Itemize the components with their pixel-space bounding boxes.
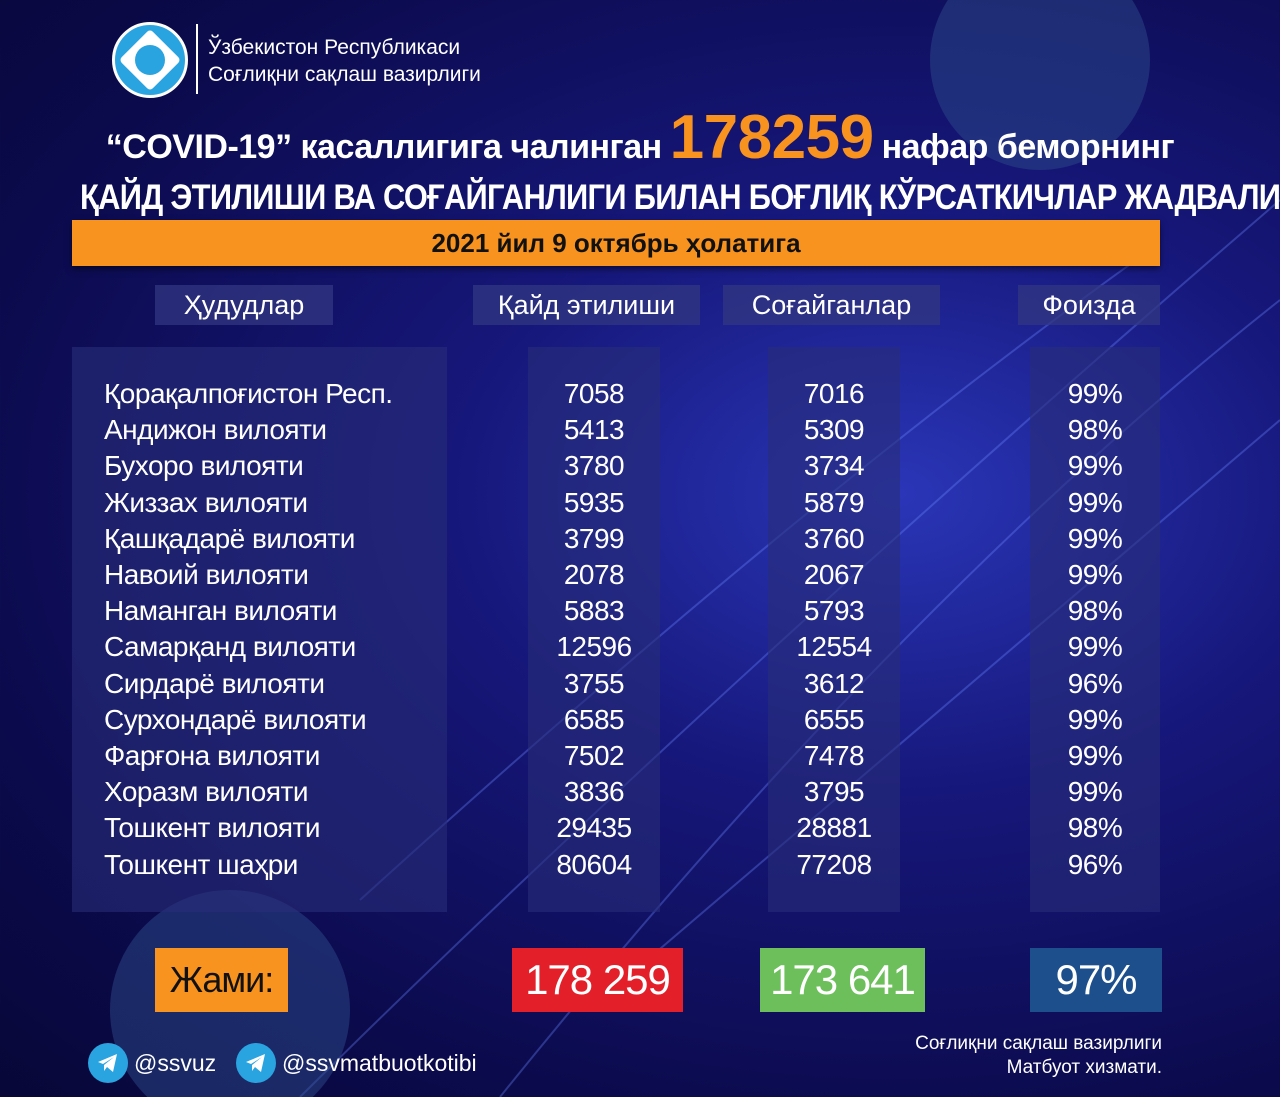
- cell-percent: 96%: [1067, 848, 1123, 880]
- cell-recovered: 12554: [796, 631, 872, 663]
- total-cases: 178259: [669, 103, 874, 172]
- cell-recovered: 7016: [803, 378, 865, 409]
- cell-recovered: 6555: [803, 703, 865, 735]
- telegram-icon: [88, 1043, 128, 1083]
- cell-region: Сурхондарё вилояти: [104, 703, 367, 735]
- ministry-line2: Соғлиқни сақлаш вазирлиги: [208, 63, 481, 86]
- cell-percent: 99%: [1067, 450, 1123, 482]
- column-header-registered: Қайд этилиши: [473, 285, 700, 325]
- cell-registered: 80604: [556, 848, 632, 880]
- cell-region: Бухоро вилояти: [104, 450, 304, 482]
- cell-recovered: 5793: [803, 595, 865, 627]
- cell-recovered: 5309: [803, 414, 865, 446]
- cell-percent: 96%: [1067, 667, 1123, 699]
- divider: [196, 24, 198, 94]
- cell-region: Фарғона вилояти: [104, 740, 320, 771]
- social-handle: @ssvuz: [134, 1049, 217, 1076]
- cell-registered: 2078: [563, 559, 625, 590]
- cell-region: Хоразм вилояти: [104, 776, 309, 808]
- column-header-percent: Фоизда: [1018, 285, 1160, 325]
- cell-percent: 99%: [1067, 486, 1123, 518]
- cell-region: Сирдарё вилояти: [104, 667, 325, 699]
- telegram-icon: [236, 1043, 276, 1083]
- cell-recovered: 3795: [803, 776, 865, 808]
- cell-percent: 99%: [1067, 776, 1123, 808]
- cell-region: Қорақалпоғистон Респ.: [104, 378, 393, 409]
- percent-panel: [1030, 347, 1160, 912]
- telegram-link-ssvuz[interactable]: @ssvuz: [88, 1043, 216, 1083]
- cell-registered: 3755: [563, 667, 625, 699]
- cell-region: Қашқадарё вилояти: [104, 522, 355, 554]
- footer-line2: Матбуот хизмати.: [1006, 1057, 1162, 1078]
- cell-percent: 99%: [1067, 703, 1123, 735]
- cell-recovered: 7478: [803, 740, 865, 771]
- cell-registered: 5935: [563, 486, 625, 518]
- cell-region: Навоий вилояти: [104, 559, 309, 590]
- title-pre: “COVID-19” касаллигига чалинган: [105, 128, 662, 166]
- cell-registered: 12596: [556, 631, 632, 663]
- totals-label: Жами:: [155, 948, 288, 1012]
- total-registered: 178 259: [512, 948, 683, 1012]
- cell-region: Наманган вилояти: [104, 595, 337, 627]
- cell-registered: 3836: [563, 776, 625, 808]
- title-line1-text: “COVID-19” касаллигига чалинган 178259 наф…: [105, 102, 1175, 183]
- ministry-logo: [112, 22, 188, 98]
- cell-registered: 3780: [563, 450, 625, 482]
- total-recovered: 173 641: [760, 948, 925, 1012]
- cell-percent: 99%: [1067, 559, 1123, 590]
- column-header-recovered: Соғайганлар: [723, 285, 940, 325]
- regions-panel: [72, 347, 447, 912]
- cell-region: Андижон вилояти: [104, 414, 327, 446]
- cell-percent: 99%: [1067, 631, 1123, 663]
- cell-registered: 7502: [563, 740, 625, 771]
- telegram-link-ssvmatbuotkotibi[interactable]: @ssvmatbuotkotibi: [236, 1043, 477, 1083]
- cell-registered: 5883: [563, 595, 625, 627]
- footer-credit: Соғлиқни сақлаш вазирлиги Матбуот хизмат…: [915, 1032, 1162, 1080]
- cell-recovered: 2067: [803, 559, 865, 590]
- cell-registered: 7058: [563, 378, 625, 409]
- cell-region: Тошкент вилояти: [104, 812, 321, 844]
- cell-registered: 5413: [563, 414, 625, 446]
- title-post: нафар беморнинг: [881, 128, 1175, 166]
- cell-percent: 98%: [1067, 414, 1123, 446]
- cell-recovered: 3760: [803, 522, 865, 554]
- social-handle: @ssvmatbuotkotibi: [282, 1049, 477, 1076]
- cell-recovered: 3612: [803, 667, 865, 699]
- cell-registered: 3799: [563, 522, 625, 554]
- cell-recovered: 3734: [803, 450, 865, 482]
- cell-registered: 29435: [556, 812, 632, 844]
- cell-percent: 99%: [1067, 378, 1123, 409]
- title-line1: “COVID-19” касаллигига чалинган 178259 наф…: [0, 102, 1280, 174]
- cell-percent: 99%: [1067, 522, 1123, 554]
- date-banner: 2021 йил 9 октябрь ҳолатига: [72, 220, 1160, 266]
- registered-panel: [528, 347, 660, 912]
- cell-recovered: 5879: [803, 486, 865, 518]
- cell-percent: 98%: [1067, 812, 1123, 844]
- cell-registered: 6585: [563, 703, 625, 735]
- recovered-panel: [768, 347, 900, 912]
- ministry-name: Ўзбекистон Республикаси Соғлиқни сақлаш …: [208, 34, 481, 88]
- cell-percent: 99%: [1067, 740, 1123, 771]
- total-percent: 97%: [1030, 948, 1162, 1012]
- title-line2: ҚАЙД ЭТИЛИШИ ВА СОҒАЙГАНЛИГИ БИЛАН БОҒЛИ…: [0, 178, 1280, 218]
- cell-percent: 98%: [1067, 595, 1123, 627]
- cell-region: Самарқанд вилояти: [104, 631, 356, 663]
- ministry-line1: Ўзбекистон Республикаси: [208, 36, 461, 59]
- cell-region: Жиззах вилояти: [104, 486, 308, 518]
- title-line2-text: ҚАЙД ЭТИЛИШИ ВА СОҒАЙГАНЛИГИ БИЛАН БОҒЛИ…: [80, 178, 1280, 217]
- cell-recovered: 77208: [796, 848, 872, 880]
- cell-recovered: 28881: [796, 812, 872, 844]
- virus-decoration: [930, 0, 1150, 170]
- column-header-regions: Ҳудудлар: [155, 285, 333, 325]
- cell-region: Тошкент шаҳри: [104, 848, 298, 880]
- footer-line1: Соғлиқни сақлаш вазирлиги: [915, 1033, 1162, 1054]
